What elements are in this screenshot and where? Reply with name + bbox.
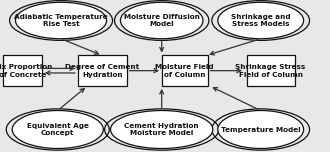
Ellipse shape (12, 111, 103, 149)
Text: Shrinkage and
Stress Models: Shrinkage and Stress Models (231, 14, 290, 27)
Text: Moisture Field
of Column: Moisture Field of Column (155, 64, 214, 78)
Ellipse shape (218, 2, 304, 39)
FancyBboxPatch shape (78, 55, 127, 86)
Text: Moisture Diffusion
Model: Moisture Diffusion Model (124, 14, 200, 27)
Text: Degree of Cement
Hydration: Degree of Cement Hydration (65, 64, 139, 78)
Ellipse shape (111, 111, 213, 149)
Text: Mix Proportion
of Concrete: Mix Proportion of Concrete (0, 64, 52, 78)
Text: Shrinkage Stress
Field of Column: Shrinkage Stress Field of Column (236, 64, 306, 78)
Ellipse shape (218, 111, 304, 149)
Ellipse shape (16, 2, 107, 39)
FancyBboxPatch shape (162, 55, 208, 86)
Ellipse shape (120, 2, 203, 39)
FancyBboxPatch shape (3, 55, 42, 86)
FancyBboxPatch shape (247, 55, 294, 86)
Text: Temperature Model: Temperature Model (221, 126, 301, 133)
Text: Cement Hydration
Moisture Model: Cement Hydration Moisture Model (124, 123, 199, 136)
Text: Adiabatic Temperature
Rise Test: Adiabatic Temperature Rise Test (14, 14, 108, 27)
Text: Equivalent Age
Concept: Equivalent Age Concept (27, 123, 89, 136)
